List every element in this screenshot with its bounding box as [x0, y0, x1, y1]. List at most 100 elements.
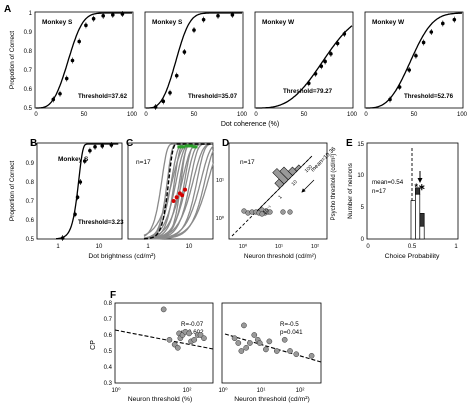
data-point — [251, 332, 258, 338]
green-marker — [188, 144, 194, 148]
data-point — [111, 13, 115, 17]
panel-a2-threshold: Threshold=35.07 — [188, 93, 238, 100]
panel-b: Monkey S Proportion of Correct 0.5 0.6 0… — [9, 141, 124, 250]
panel-a2: Monkey S 0 50 100 Threshold=35.07 — [144, 11, 248, 118]
data-point — [335, 41, 340, 46]
panel-d-xtick: 10⁰ — [239, 243, 248, 250]
data-point — [281, 336, 288, 343]
data-point — [192, 28, 196, 32]
panel-f2-r: R=-0.5 — [280, 321, 299, 328]
panel-b-ytick: 0.5 — [26, 237, 35, 243]
panel-d-diagonal-histogram: 10⁻¹ 1 10 100 — [256, 156, 314, 216]
panel-a3-title: Monkey W — [262, 19, 295, 26]
data-point — [313, 72, 318, 76]
panel-e-xtick: 0 — [366, 244, 370, 250]
histogram-bar-filled — [415, 187, 421, 195]
panel-d-ylabel: Psycho threshold (cd/m²) — [331, 154, 337, 221]
panel-f2-xtick: 10² — [296, 388, 305, 394]
panel-a1-xtick: 50 — [81, 112, 88, 118]
data-point — [429, 30, 434, 34]
panel-f2-xtick: 10¹ — [257, 388, 266, 394]
panel-f2-xtick: 10⁰ — [218, 387, 228, 394]
data-point — [266, 338, 273, 345]
panel-f1-ytick: 0.5 — [104, 349, 113, 355]
green-marker — [192, 145, 198, 149]
data-point — [51, 97, 56, 102]
panel-f1-xtick: 10⁰ — [111, 387, 121, 394]
data-point — [452, 17, 457, 22]
panel-b-ytick: 0.6 — [26, 218, 35, 224]
panel-b-ytick: 0.7 — [26, 199, 35, 205]
panel-a1-xtick: 100 — [127, 112, 138, 118]
panel-d: n=17 Psycho threshold (cd/m²) 10⁰ 10¹ 10… — [216, 142, 337, 260]
data-point — [91, 16, 96, 21]
panel-d-ytick: 10⁰ — [216, 215, 225, 222]
data-point — [70, 58, 75, 63]
psychometric-fit-curve — [56, 143, 119, 240]
data-point — [93, 145, 97, 149]
panel-b-ytick: 1 — [31, 142, 35, 148]
panel-b-threshold: Threshold=3.23 — [78, 219, 124, 226]
data-point — [259, 211, 265, 217]
data-point — [287, 348, 293, 354]
data-point — [263, 208, 269, 214]
panel-a4-xtick: 100 — [457, 112, 468, 118]
psychometric-fit-curve — [256, 25, 353, 109]
panel-f2-regression-line — [224, 333, 322, 363]
panel-b-ytick: 0.8 — [26, 180, 35, 186]
green-marker — [180, 145, 186, 149]
panel-f1-xlabel: Neuron threshold (%) — [128, 396, 193, 403]
data-point — [243, 344, 250, 351]
red-marker — [183, 187, 188, 192]
panel-f2-plot — [231, 322, 315, 359]
data-point — [100, 144, 105, 148]
panel-f2-xlabel: Neuron threshold (cd/m²) — [234, 396, 310, 403]
panel-a1-ytick: 0.9 — [24, 30, 33, 36]
panel-d-hist-tick: 1 — [277, 194, 283, 200]
data-point — [280, 209, 286, 215]
panel-e-ytick: 15 — [357, 142, 364, 148]
panel-a4-xtick: 0 — [364, 112, 368, 118]
data-point — [441, 21, 445, 26]
data-point — [397, 85, 402, 89]
panel-e: Number of neurons 0 5 10 15 0 0.5 1 Choi… — [347, 142, 459, 260]
panel-a2-title: Monkey S — [152, 19, 183, 26]
panel-f1-plot — [160, 306, 207, 351]
panel-d-hist-tick: 100 — [304, 164, 314, 174]
panel-label-e: E — [346, 138, 353, 149]
panel-f1-ytick: 0.7 — [104, 317, 113, 323]
panel-f1-ytick: 0.8 — [104, 301, 113, 307]
panel-b-xtick: 10 — [96, 244, 103, 250]
panel-e-ylabel: Number of neurons — [347, 162, 354, 218]
data-point — [82, 159, 87, 163]
panel-e-mean: mean=0.54 — [372, 179, 404, 186]
red-marker — [171, 199, 176, 203]
panel-a1-ytick: 1 — [29, 11, 33, 17]
psychometric-fit-curve — [36, 12, 132, 109]
panel-a2-xtick: 100 — [237, 112, 248, 118]
psychometric-fit-curve — [146, 12, 242, 109]
histogram-bar-open — [415, 193, 421, 240]
panel-e-xlabel: Choice Probability — [385, 253, 440, 260]
panel-label-b: B — [30, 138, 37, 149]
data-point — [174, 73, 179, 78]
panel-f1-ylabel: CP — [90, 340, 97, 350]
panel-a1-ytick: 0.6 — [24, 87, 33, 93]
panel-d-hist-tick: 10⁻¹ — [262, 204, 273, 215]
data-point — [388, 97, 392, 102]
data-point — [174, 344, 181, 351]
panel-f1-regression-line — [114, 329, 214, 350]
green-marker — [184, 144, 190, 148]
data-point — [166, 336, 173, 343]
data-point — [88, 148, 92, 153]
panel-a1: Monkey S Propotion of Correct 0.5 0.6 0.… — [9, 10, 138, 118]
panel-d-hist-tick: 10 — [291, 179, 299, 187]
panel-f1-ytick: 0.3 — [104, 381, 113, 387]
panel-c: n=17 1 10 — [127, 142, 215, 250]
data-point — [329, 52, 333, 56]
panel-a2-xtick: 0 — [144, 112, 148, 118]
data-point — [293, 351, 300, 358]
red-marker — [180, 193, 185, 198]
data-point — [58, 91, 62, 96]
panel-e-bars — [410, 187, 425, 240]
